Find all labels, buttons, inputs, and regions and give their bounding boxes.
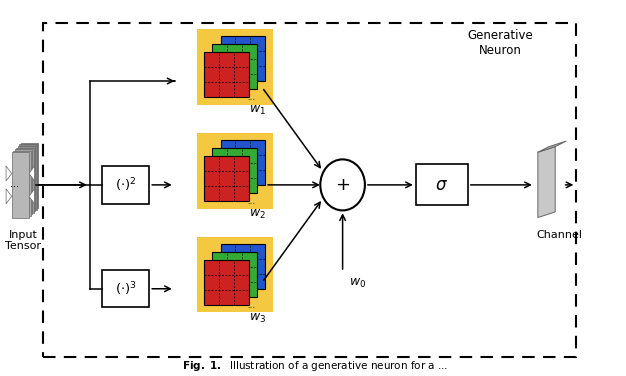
- Bar: [205, 52, 249, 97]
- Text: ...: ...: [247, 197, 256, 206]
- Bar: [212, 44, 257, 89]
- Polygon shape: [6, 166, 12, 181]
- Text: $w_1$: $w_1$: [249, 104, 266, 117]
- Text: Generative
Neuron: Generative Neuron: [468, 29, 533, 58]
- Bar: [43, 23, 577, 357]
- Bar: [212, 148, 257, 193]
- Polygon shape: [6, 189, 12, 204]
- Text: +: +: [335, 176, 350, 194]
- Bar: [205, 260, 249, 305]
- Ellipse shape: [321, 159, 365, 211]
- Text: Input
Tensor: Input Tensor: [6, 230, 41, 251]
- Bar: [102, 166, 149, 203]
- Bar: [212, 252, 257, 297]
- Bar: [16, 147, 34, 213]
- Bar: [220, 36, 265, 81]
- Text: $\sigma$: $\sigma$: [435, 176, 448, 194]
- Bar: [13, 151, 31, 216]
- Text: $({\cdot})^2$: $({\cdot})^2$: [115, 176, 136, 194]
- Bar: [15, 149, 32, 214]
- Bar: [205, 156, 249, 201]
- Text: ...: ...: [10, 179, 19, 189]
- Text: $w_2$: $w_2$: [249, 208, 266, 221]
- Polygon shape: [29, 189, 34, 204]
- Bar: [197, 237, 272, 312]
- Bar: [197, 133, 272, 209]
- Text: ...: ...: [247, 93, 256, 102]
- Bar: [12, 152, 29, 218]
- Bar: [197, 29, 272, 105]
- Bar: [220, 140, 265, 185]
- Text: Channel: Channel: [536, 230, 583, 240]
- Text: $\mathbf{Fig.\ 1.}$  Illustration of a generative neuron for a ...: $\mathbf{Fig.\ 1.}$ Illustration of a ge…: [182, 359, 448, 373]
- Bar: [220, 244, 265, 289]
- Text: $({\cdot})^3$: $({\cdot})^3$: [115, 280, 136, 297]
- Text: ...: ...: [247, 301, 256, 310]
- Bar: [18, 146, 35, 211]
- Bar: [19, 144, 37, 210]
- Bar: [21, 143, 38, 208]
- Text: $w_0$: $w_0$: [349, 277, 366, 290]
- Bar: [102, 270, 149, 308]
- Polygon shape: [29, 166, 34, 181]
- Polygon shape: [538, 141, 567, 152]
- Polygon shape: [538, 147, 555, 218]
- Bar: [416, 164, 468, 205]
- Text: $w_3$: $w_3$: [249, 311, 266, 324]
